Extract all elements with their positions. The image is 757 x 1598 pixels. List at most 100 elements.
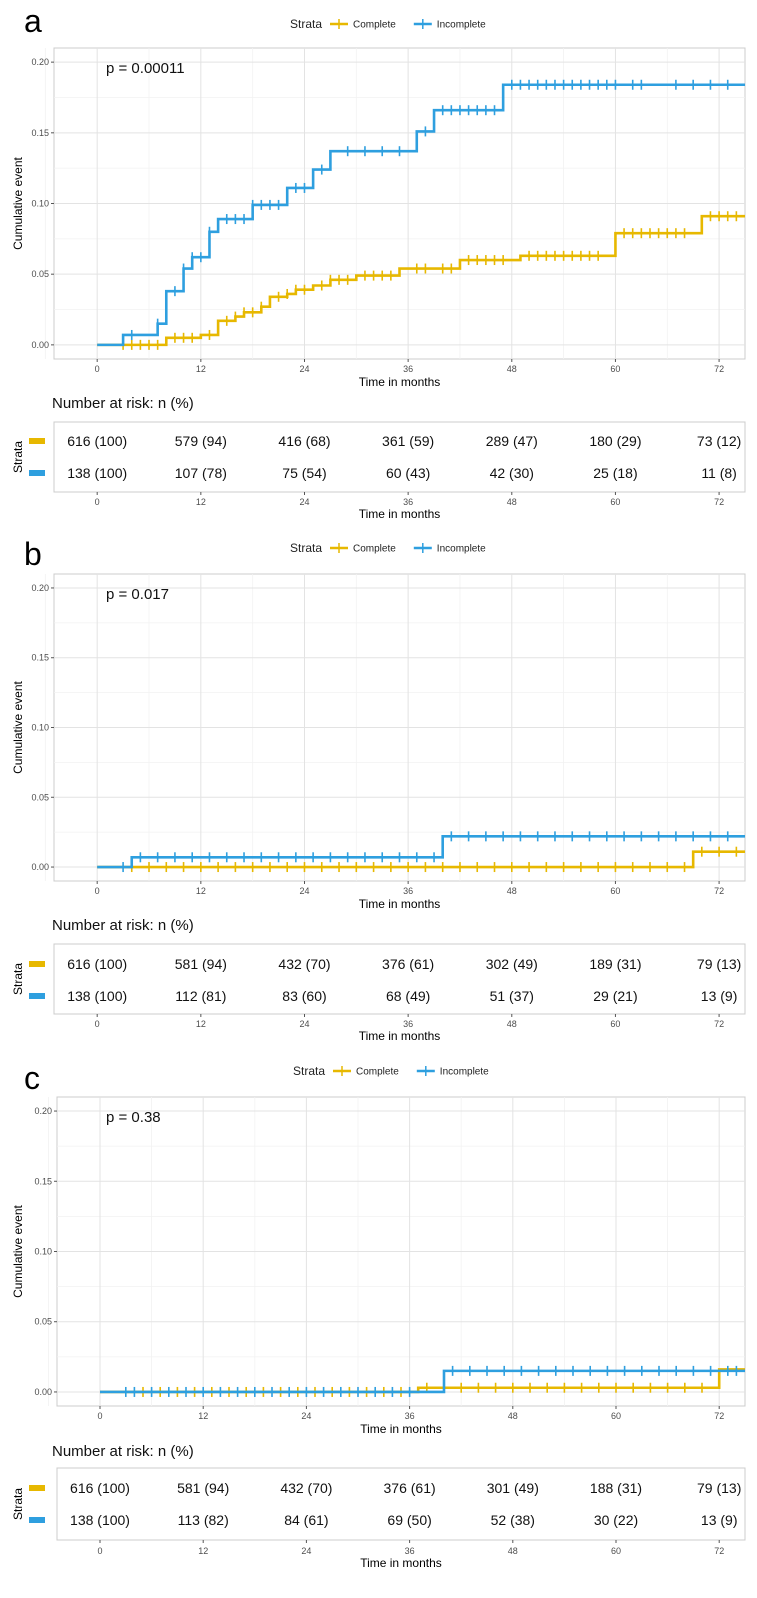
x-tick-label: 12 <box>196 364 206 374</box>
risk-row-color-key-complete <box>29 438 45 444</box>
risk-cell: 75 (54) <box>282 465 326 481</box>
risk-cell: 361 (59) <box>382 433 434 449</box>
risk-table-title: Number at risk: n (%) <box>52 917 194 934</box>
risk-cell: 616 (100) <box>67 956 127 972</box>
x-tick-label: 0 <box>95 364 100 374</box>
risk-cell: 579 (94) <box>175 433 227 449</box>
legend-key-complete <box>333 1066 351 1076</box>
risk-cell: 84 (61) <box>284 1512 328 1528</box>
risk-cell: 581 (94) <box>177 1480 229 1496</box>
risk-cell: 302 (49) <box>486 956 538 972</box>
risk-cell: 138 (100) <box>70 1512 130 1528</box>
x-axis-title: Time in months <box>359 897 441 911</box>
legend: Strata Complete Incomplete <box>290 541 486 555</box>
panel-a: a Strata Complete Incomplete 0 12 24 36 48 60 72 0.… <box>11 3 746 521</box>
x-tick-label: 12 <box>196 886 206 896</box>
risk-x-tick-label: 0 <box>95 1019 100 1029</box>
risk-cell: 616 (100) <box>67 433 127 449</box>
y-tick-label: 0.15 <box>31 128 49 138</box>
risk-x-tick-label: 48 <box>507 1019 517 1029</box>
risk-x-tick-label: 72 <box>714 1019 724 1029</box>
x-tick-label: 48 <box>508 1411 518 1421</box>
risk-cell: 60 (43) <box>386 465 430 481</box>
risk-strata-label: Strata <box>11 441 25 473</box>
x-tick-label: 0 <box>97 1411 102 1421</box>
risk-cell: 113 (82) <box>178 1512 229 1528</box>
risk-cell: 188 (31) <box>590 1480 642 1496</box>
risk-table-panel <box>53 943 746 1015</box>
series-incomplete <box>97 79 745 347</box>
risk-row-color-key-incomplete <box>29 993 45 999</box>
panel-label: b <box>24 536 42 572</box>
x-tick-label: 60 <box>611 1411 621 1421</box>
y-tick-label: 0.20 <box>31 57 49 67</box>
risk-x-axis-title: Time in months <box>359 1029 441 1043</box>
x-tick-label: 12 <box>198 1411 208 1421</box>
y-tick-label: 0.20 <box>31 583 49 593</box>
risk-cell: 69 (50) <box>387 1512 431 1528</box>
risk-x-tick-label: 36 <box>405 1546 415 1556</box>
risk-x-axis-title: Time in months <box>360 1556 442 1570</box>
risk-cell: 29 (21) <box>593 988 637 1004</box>
x-tick-label: 36 <box>403 364 413 374</box>
x-tick-label: 72 <box>714 364 724 374</box>
risk-x-tick-label: 24 <box>299 497 309 507</box>
legend-key-incomplete <box>416 1066 435 1076</box>
y-tick-label: 0.20 <box>34 1106 52 1116</box>
legend-label: Incomplete <box>440 1067 489 1078</box>
x-tick-label: 24 <box>299 886 309 896</box>
risk-cell: 416 (68) <box>278 433 330 449</box>
risk-x-axis-title: Time in months <box>359 507 441 521</box>
risk-cell: 11 (8) <box>701 465 737 481</box>
legend-key-complete <box>330 543 348 553</box>
panel-b: b Strata Complete Incomplete 0 12 24 36 48 60 72 0.… <box>11 536 746 1043</box>
risk-cell: 30 (22) <box>594 1512 638 1528</box>
panel-c: c Strata Complete Incomplete 0 12 24 36 48 60 72 0.… <box>11 1060 746 1570</box>
risk-cell: 138 (100) <box>67 988 127 1004</box>
risk-table-title: Number at risk: n (%) <box>52 395 194 412</box>
legend-label: Complete <box>356 1067 399 1078</box>
x-tick-label: 60 <box>610 364 620 374</box>
risk-table-panel <box>53 421 746 493</box>
series-incomplete <box>100 1365 745 1397</box>
x-axis-title: Time in months <box>359 375 441 389</box>
x-axis-title: Time in months <box>360 1422 442 1436</box>
panel-label: a <box>24 3 42 39</box>
legend-label: Complete <box>353 20 396 31</box>
x-tick-label: 24 <box>301 1411 311 1421</box>
y-axis-title: Cumulative event <box>11 156 25 249</box>
risk-cell: 13 (9) <box>701 988 738 1004</box>
y-tick-label: 0.00 <box>31 340 49 350</box>
risk-x-tick-label: 12 <box>198 1546 208 1556</box>
y-tick-label: 0.15 <box>34 1176 52 1186</box>
p-value: p = 0.017 <box>106 586 169 603</box>
y-tick-label: 0.10 <box>31 199 49 209</box>
risk-x-tick-label: 60 <box>611 1546 621 1556</box>
risk-cell: 289 (47) <box>486 433 538 449</box>
risk-cell: 376 (61) <box>384 1480 436 1496</box>
risk-row-color-key-complete <box>29 961 45 967</box>
risk-cell: 51 (37) <box>490 988 534 1004</box>
legend-title: Strata <box>290 541 322 555</box>
series-complete <box>97 846 745 873</box>
risk-x-tick-label: 60 <box>610 1019 620 1029</box>
y-tick-label: 0.00 <box>34 1387 52 1397</box>
risk-cell: 180 (29) <box>589 433 641 449</box>
risk-x-tick-label: 24 <box>299 1019 309 1029</box>
curve-incomplete <box>97 835 745 869</box>
risk-row-color-key-complete <box>29 1485 45 1491</box>
risk-x-tick-label: 24 <box>301 1546 311 1556</box>
risk-x-tick-label: 12 <box>196 1019 206 1029</box>
legend-label: Incomplete <box>437 544 486 555</box>
risk-cell: 432 (70) <box>278 956 330 972</box>
x-tick-label: 72 <box>714 886 724 896</box>
panel-label: c <box>24 1060 40 1096</box>
grid <box>44 48 745 359</box>
risk-strata-label: Strata <box>11 963 25 995</box>
x-tick-label: 48 <box>507 886 517 896</box>
legend-key-incomplete <box>413 19 432 29</box>
y-tick-label: 0.10 <box>31 723 49 733</box>
risk-cell: 581 (94) <box>175 956 227 972</box>
